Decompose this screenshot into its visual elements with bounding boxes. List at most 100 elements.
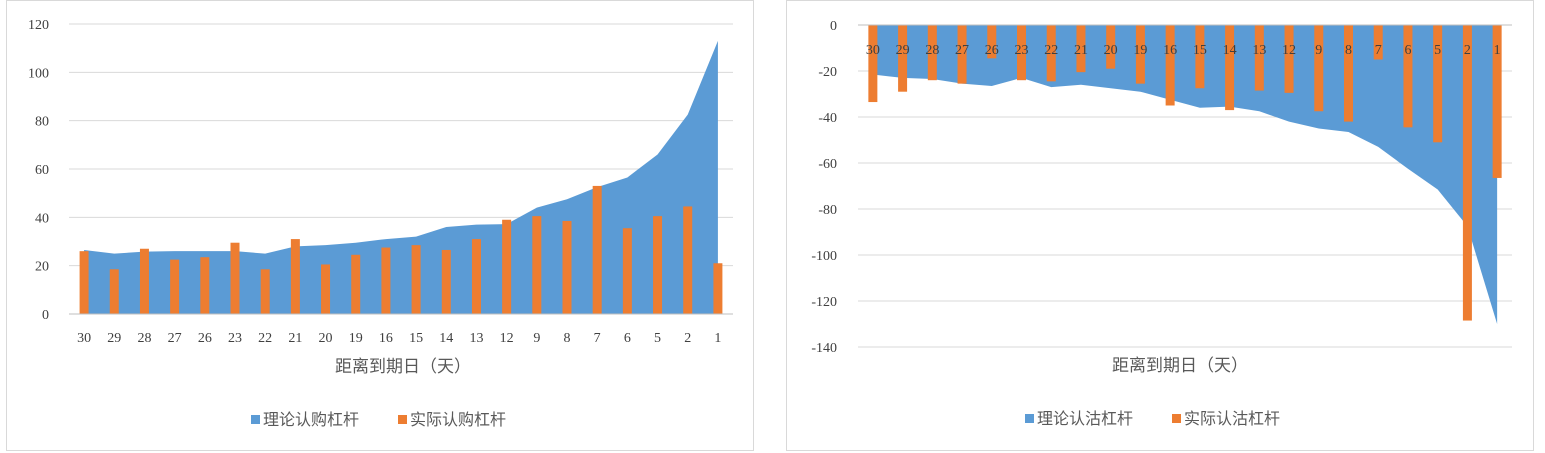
x-tick-label: 19 bbox=[349, 331, 363, 346]
actual-leverage-bar bbox=[1046, 25, 1056, 82]
legend-label-actual-put: 实际认沽杠杆 bbox=[1184, 409, 1280, 428]
x-tick-label: 8 bbox=[1345, 43, 1352, 58]
actual-leverage-bar bbox=[1433, 25, 1443, 143]
x-tick-label: 20 bbox=[1104, 43, 1118, 58]
put-leverage-chart: 0-20-40-60-80-100-120-140 30 29 28 27 26 23 22… bbox=[811, 19, 1512, 428]
x-tick-label: 1 bbox=[1494, 43, 1501, 58]
x-tick-label: 1 bbox=[714, 331, 721, 346]
actual-leverage-bar bbox=[1076, 25, 1086, 73]
actual-leverage-bar bbox=[79, 251, 89, 314]
x-tick-label: 30 bbox=[77, 331, 91, 346]
x-tick-label: 15 bbox=[409, 331, 423, 346]
legend-swatch-theoretical-call bbox=[251, 415, 260, 424]
actual-leverage-bar bbox=[351, 254, 361, 314]
x-tick-label: 16 bbox=[1163, 43, 1177, 58]
actual-leverage-bar bbox=[562, 220, 572, 314]
y-tick-label: 60 bbox=[35, 163, 49, 178]
x-tick-label: 7 bbox=[1375, 43, 1382, 58]
actual-leverage-bar bbox=[1403, 25, 1413, 128]
y-tick-label: -120 bbox=[811, 295, 837, 310]
x-tick-label: 27 bbox=[168, 331, 182, 346]
x-tick-label: 22 bbox=[1044, 43, 1058, 58]
actual-leverage-bar bbox=[1165, 25, 1175, 106]
actual-leverage-bar bbox=[170, 259, 180, 314]
x-tick-label: 22 bbox=[258, 331, 272, 346]
theoretical-call-leverage-area bbox=[84, 40, 718, 315]
actual-leverage-bar bbox=[1314, 25, 1324, 112]
y-tick-label: -140 bbox=[811, 341, 837, 356]
legend-swatch-actual-call bbox=[398, 415, 407, 424]
actual-leverage-bar bbox=[1106, 25, 1116, 69]
actual-leverage-bar bbox=[1135, 25, 1145, 84]
actual-leverage-bar bbox=[532, 216, 542, 314]
x-tick-label: 2 bbox=[1464, 43, 1471, 58]
actual-leverage-bar bbox=[1254, 25, 1264, 91]
put-leverage-chart-panel: 0 -20 -40 -60 -80 -100 -120 -140 30 29 28 27 26 23 22… bbox=[786, 0, 1534, 451]
y-tick-label: 0 bbox=[42, 308, 49, 323]
y-tick-label: -100 bbox=[811, 249, 837, 264]
x-tick-label: 12 bbox=[500, 331, 514, 346]
actual-leverage-bar bbox=[622, 228, 632, 314]
actual-leverage-bar bbox=[411, 245, 421, 314]
x-tick-label: 13 bbox=[469, 331, 483, 346]
x-tick-label: 23 bbox=[228, 331, 242, 346]
y-tick-label: 20 bbox=[35, 260, 49, 275]
x-axis-title: 距离到期日（天） bbox=[1112, 356, 1248, 376]
y-tick-label: 0 bbox=[830, 19, 837, 34]
actual-leverage-bar bbox=[1225, 25, 1235, 111]
x-tick-label: 30 bbox=[866, 43, 880, 58]
x-tick-label: 14 bbox=[1223, 43, 1237, 58]
actual-leverage-bar bbox=[987, 25, 997, 59]
x-tick-label: 16 bbox=[379, 331, 393, 346]
x-tick-label: 12 bbox=[1282, 43, 1296, 58]
x-tick-label: 6 bbox=[624, 331, 631, 346]
x-tick-label: 14 bbox=[439, 331, 453, 346]
theoretical-put-leverage-area bbox=[872, 25, 1498, 324]
x-tick-label: 9 bbox=[1315, 43, 1322, 58]
actual-leverage-bar bbox=[927, 25, 937, 81]
x-tick-label: 2 bbox=[684, 331, 691, 346]
y-tick-label: 40 bbox=[35, 211, 49, 226]
x-tick-label: 15 bbox=[1193, 43, 1207, 58]
actual-leverage-bar bbox=[683, 206, 693, 314]
legend-swatch-actual-put bbox=[1172, 414, 1181, 423]
y-tick-label: 80 bbox=[35, 115, 49, 130]
actual-leverage-bar bbox=[1017, 25, 1026, 81]
legend: 理论认购杠杆 实际认购杠杆 bbox=[251, 410, 506, 429]
actual-leverage-bar bbox=[1344, 25, 1353, 122]
y-tick-label: 120 bbox=[28, 18, 49, 33]
x-tick-label: 5 bbox=[1434, 43, 1441, 58]
actual-leverage-bar bbox=[260, 269, 270, 314]
y-tick-label: -20 bbox=[818, 65, 837, 80]
legend: 理论认沽杠杆 实际认沽杠杆 bbox=[1025, 409, 1280, 428]
actual-leverage-bar bbox=[957, 25, 967, 84]
x-tick-label: 21 bbox=[288, 331, 302, 346]
x-tick-label: 28 bbox=[137, 331, 151, 346]
y-tick-label: -40 bbox=[818, 111, 837, 126]
legend-label-actual-call: 实际认购杠杆 bbox=[410, 410, 506, 429]
x-tick-label: 26 bbox=[985, 43, 999, 58]
x-tick-label: 21 bbox=[1074, 43, 1088, 58]
x-tick-label: 5 bbox=[654, 331, 661, 346]
actual-leverage-bar bbox=[898, 25, 908, 92]
x-tick-label: 8 bbox=[564, 331, 571, 346]
actual-leverage-bar bbox=[471, 239, 481, 314]
actual-leverage-bar bbox=[1373, 25, 1383, 60]
actual-leverage-bar bbox=[290, 239, 300, 314]
x-tick-label: 28 bbox=[925, 43, 939, 58]
x-tick-label: 19 bbox=[1133, 43, 1147, 58]
x-tick-label: 7 bbox=[594, 331, 601, 346]
x-tick-label: 9 bbox=[533, 331, 540, 346]
call-leverage-chart-panel: 120 100 80 60 40 20 0 30 29 28 27 26 23 22 21 20 19 16 15… bbox=[6, 0, 754, 451]
actual-leverage-bar bbox=[321, 264, 331, 314]
x-tick-label: 29 bbox=[896, 43, 910, 58]
y-tick-label: 100 bbox=[28, 66, 49, 81]
actual-leverage-bar bbox=[200, 257, 210, 314]
actual-leverage-bar bbox=[139, 248, 149, 314]
x-tick-label: 26 bbox=[198, 331, 212, 346]
legend-label-theoretical-put: 理论认沽杠杆 bbox=[1037, 409, 1133, 428]
y-tick-label: -60 bbox=[818, 157, 837, 172]
actual-leverage-bar bbox=[441, 249, 451, 314]
x-tick-label: 20 bbox=[319, 331, 333, 346]
